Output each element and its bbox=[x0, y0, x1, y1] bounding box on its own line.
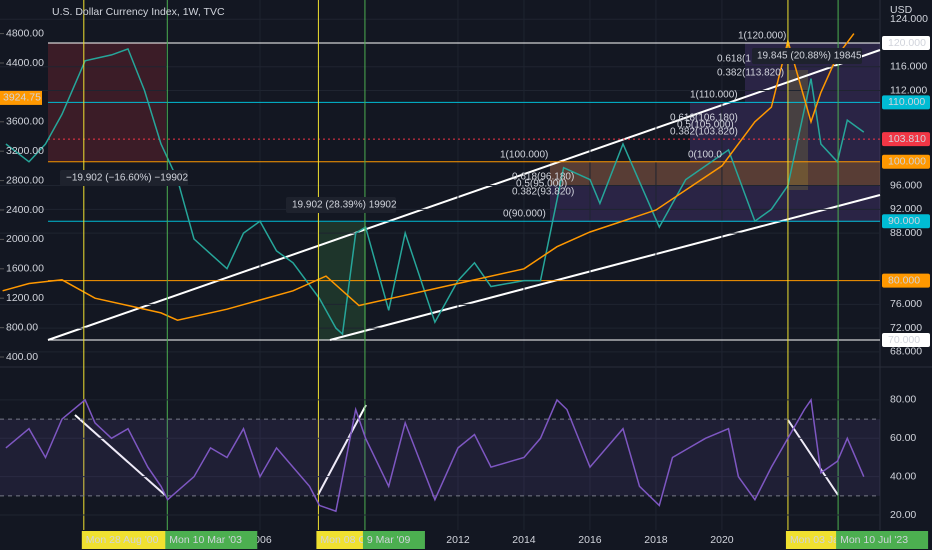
y-tick-label: 1200.00 bbox=[6, 292, 44, 304]
fib-label: 1(100.000) bbox=[500, 150, 548, 161]
y-tick-label: 40.00 bbox=[890, 470, 916, 482]
price-badge bbox=[882, 154, 930, 169]
y-tick-label: 96.000 bbox=[890, 179, 922, 191]
date-tag-label: Mon 10 Mar '03 bbox=[169, 534, 242, 546]
date-tag bbox=[81, 531, 174, 549]
price-badge bbox=[882, 36, 930, 51]
fib-label: 1(120.000) bbox=[738, 31, 786, 42]
y-tick-label: 116.000 bbox=[890, 61, 927, 73]
fib-label: 0.382(113.820) bbox=[717, 68, 784, 79]
date-tag bbox=[362, 531, 425, 549]
annotation: 19.845 (20.88%) 19845 bbox=[757, 51, 862, 62]
fib-label: 0.618(96.180) bbox=[512, 172, 574, 183]
fib-zone bbox=[550, 162, 880, 186]
y-tick-label: 3600.00 bbox=[6, 116, 44, 128]
y-tick-label: 112.000 bbox=[890, 84, 927, 96]
rsi-band bbox=[0, 419, 880, 496]
price-badge-label: 120.000 bbox=[888, 37, 926, 49]
price-badge bbox=[882, 332, 930, 347]
series-line bbox=[5, 397, 865, 513]
price-badge bbox=[882, 214, 930, 229]
y-tick-label: 88.000 bbox=[890, 227, 922, 239]
label-box bbox=[60, 170, 188, 186]
date-tag-label: Mon 28 Aug '00 bbox=[86, 534, 159, 546]
x-tick-label: 2012 bbox=[446, 534, 470, 546]
y-tick-label: 20.00 bbox=[890, 509, 916, 521]
price-badge-label: 100.000 bbox=[888, 156, 926, 168]
y-tick-label: 3200.00 bbox=[6, 145, 44, 157]
y-tick-label: 80.00 bbox=[890, 394, 916, 406]
y-tick-label: 68.000 bbox=[890, 346, 922, 358]
price-badge bbox=[0, 90, 42, 105]
fib-label: 0.618(106.180) bbox=[670, 113, 738, 124]
x-tick-label: 2014 bbox=[512, 534, 536, 546]
chart-title: U.S. Dollar Currency Index, 1W, TVC bbox=[52, 6, 225, 18]
fib-label: 0.382(93.820) bbox=[512, 187, 574, 198]
price-badge bbox=[882, 95, 930, 110]
fib-label: 0(100.0 bbox=[688, 150, 722, 161]
trend-line bbox=[47, 49, 881, 341]
x-tick-label: 2016 bbox=[578, 534, 602, 546]
trend-line bbox=[787, 419, 839, 496]
y-tick-label: 72.000 bbox=[890, 322, 922, 334]
trend-line bbox=[317, 404, 367, 496]
y-tick-label: 800.00 bbox=[6, 321, 38, 333]
y-tick-label: 124.000 bbox=[890, 13, 928, 25]
price-badge-label: 90.000 bbox=[888, 215, 920, 227]
y-tick-label: 76.000 bbox=[890, 298, 922, 310]
price-badge bbox=[882, 132, 930, 147]
annotation: −19.902 (−16.60%) −19902 bbox=[66, 173, 188, 184]
annotation: 19.902 (28.39%) 19902 bbox=[292, 200, 397, 211]
y-tick-label: 1600.00 bbox=[6, 263, 44, 275]
price-badge-label: 110.000 bbox=[888, 96, 925, 108]
x-tick-label: 2018 bbox=[644, 534, 668, 546]
price-badge bbox=[882, 273, 930, 288]
date-tag-label: 9 Mar '09 bbox=[367, 534, 411, 546]
fib-label: 0.5(105.000) bbox=[677, 120, 734, 131]
x-tick-label: 2020 bbox=[710, 534, 734, 546]
price-badge-label: 103.810 bbox=[888, 133, 926, 145]
label-box bbox=[752, 48, 862, 64]
date-tag bbox=[165, 531, 258, 549]
y-tick-label: 4800.00 bbox=[6, 27, 44, 39]
series-line bbox=[5, 47, 865, 336]
fib-label: 0.618(1 bbox=[717, 54, 751, 65]
axis-unit: USD bbox=[890, 4, 913, 16]
fib-label: 0.382(103.820) bbox=[670, 127, 738, 138]
date-tag bbox=[836, 531, 929, 549]
y-tick-label: 2000.00 bbox=[6, 233, 44, 245]
date-tag-label: Mon 10 Jul '23 bbox=[840, 534, 908, 546]
price-badge-label: 80.000 bbox=[888, 274, 920, 286]
y-tick-label: 2800.00 bbox=[6, 174, 44, 186]
y-tick-label: 400.00 bbox=[6, 351, 38, 363]
fib-label: 1(110.000) bbox=[690, 90, 738, 101]
fib-label: 0(90.000) bbox=[503, 209, 546, 220]
date-tag-label: Mon 03 Jan bbox=[790, 534, 845, 546]
price-badge-label: 70.000 bbox=[888, 334, 920, 346]
y-tick-label: 60.00 bbox=[890, 432, 916, 444]
label-box bbox=[286, 197, 396, 213]
y-tick-label: 92.000 bbox=[890, 203, 922, 215]
y-tick-label: 2400.00 bbox=[6, 204, 44, 216]
trend-line bbox=[74, 414, 166, 496]
fib-label: 0.5(95.000) bbox=[516, 179, 567, 190]
y-tick-label: 4400.00 bbox=[6, 57, 44, 69]
price-badge-label: 3924.75 bbox=[3, 92, 41, 104]
